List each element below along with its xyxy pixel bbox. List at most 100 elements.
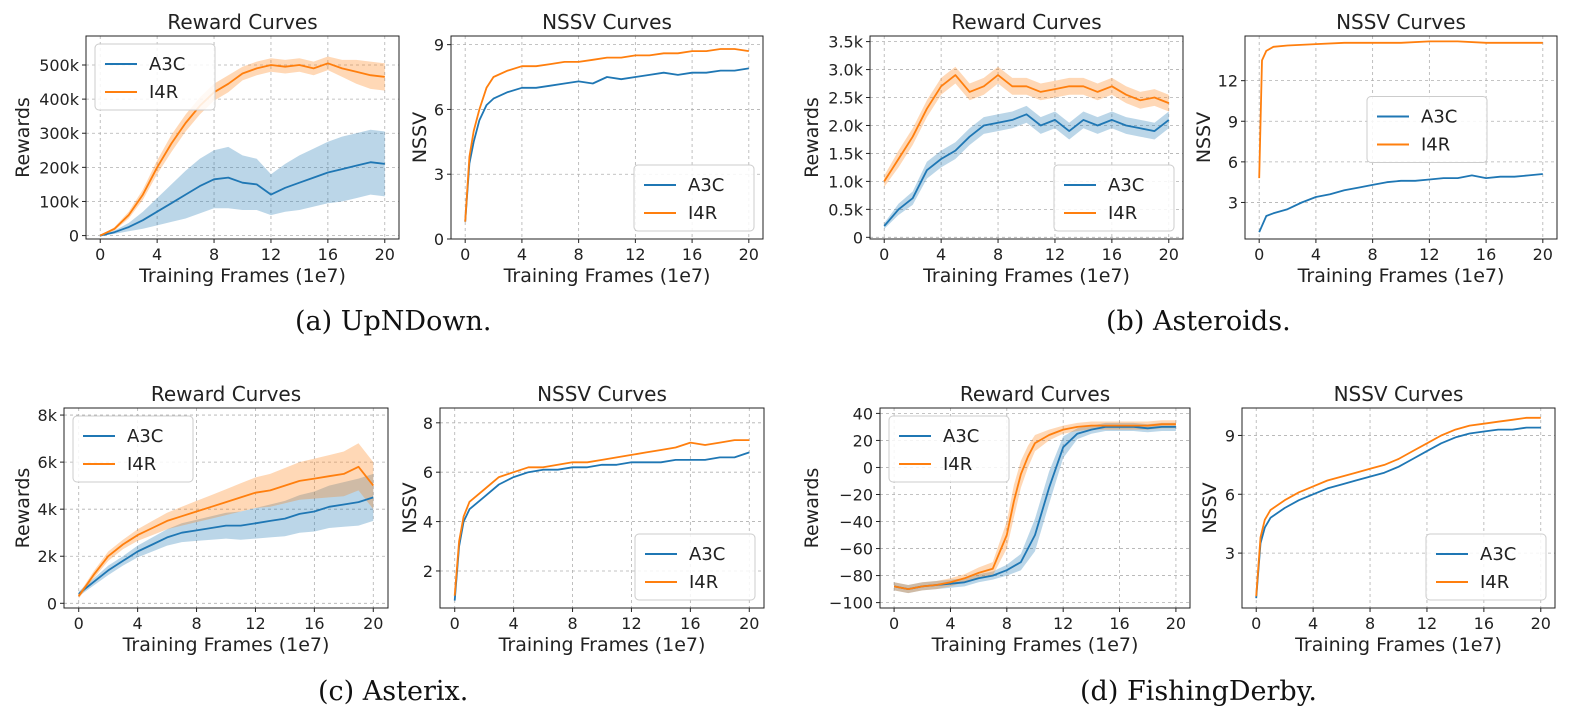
legend-label-a3c: A3C bbox=[943, 426, 979, 447]
caption-a: (a) UpNDown. bbox=[295, 306, 491, 337]
x-axis-label: Training Frames (1e7) bbox=[498, 634, 706, 656]
caption-c: (c) Asterix. bbox=[318, 676, 468, 707]
y-tick-label: 100k bbox=[39, 192, 80, 211]
y-tick-label: 1.5k bbox=[828, 144, 863, 163]
chart-title: Reward Curves bbox=[167, 10, 317, 34]
series-line-a3c bbox=[1258, 173, 1543, 233]
y-axis-label: NSSV bbox=[1193, 112, 1215, 163]
axes-frame bbox=[869, 35, 1184, 240]
x-tick-label: 20 bbox=[1159, 245, 1179, 264]
x-tick-label: 20 bbox=[1531, 614, 1551, 633]
chart-3: Reward Curves 0 4 8 12 16 20 0 0.5k 1.0k 1.5k 2.0k 2… bbox=[801, 10, 1184, 287]
y-tick-label: −40 bbox=[839, 513, 873, 532]
x-tick-label: 0 bbox=[95, 245, 105, 264]
caption-b: (b) Asteroids. bbox=[1106, 306, 1291, 337]
y-tick-label: 6k bbox=[38, 453, 58, 472]
x-tick-label: 8 bbox=[191, 614, 201, 633]
axes-frame bbox=[439, 407, 765, 609]
chart-title: NSSV Curves bbox=[537, 382, 667, 406]
legend-label-i4r: I4R bbox=[127, 454, 156, 475]
chart-2: NSSV Curves 0 4 8 12 16 20 0 3 6 9 Training Frames … bbox=[409, 10, 764, 287]
chart-7: Reward Curves 0 4 8 12 16 20 −100 −80 −60 −40 −20 0 2… bbox=[801, 382, 1191, 656]
y-tick-label: 3.5k bbox=[828, 33, 863, 52]
y-tick-label: 3.0k bbox=[828, 61, 863, 80]
legend-label-a3c: A3C bbox=[689, 544, 725, 565]
y-tick-label: 2.0k bbox=[828, 116, 863, 135]
x-tick-label: 12 bbox=[621, 614, 641, 633]
x-tick-label: 16 bbox=[1109, 614, 1129, 633]
y-tick-label: 9 bbox=[1228, 112, 1238, 131]
series-line-i4r bbox=[99, 62, 385, 237]
caption-text: FishingDerby. bbox=[1126, 676, 1317, 707]
x-tick-label: 20 bbox=[1533, 245, 1553, 264]
legend-box bbox=[888, 415, 1010, 483]
axes-frame bbox=[1244, 35, 1558, 240]
y-tick-label: 40 bbox=[853, 404, 873, 423]
y-tick-label: 8k bbox=[38, 406, 58, 425]
x-axis-label: Training Frames (1e7) bbox=[1297, 265, 1505, 287]
x-tick-label: 0 bbox=[889, 614, 899, 633]
plot-area bbox=[77, 443, 375, 599]
legend-box bbox=[72, 415, 194, 483]
x-tick-label: 8 bbox=[567, 614, 577, 633]
x-tick-label: 4 bbox=[936, 245, 946, 264]
x-tick-label: 16 bbox=[1102, 245, 1122, 264]
x-tick-label: 12 bbox=[625, 245, 645, 264]
series-line-i4r bbox=[464, 48, 749, 222]
x-tick-label: 8 bbox=[1365, 614, 1375, 633]
chart-8: NSSV Curves 0 4 8 12 16 20 3 6 9 Training Frames (… bbox=[1199, 382, 1556, 656]
y-tick-label: 0 bbox=[47, 594, 57, 613]
x-tick-label: 0 bbox=[460, 245, 470, 264]
y-tick-label: 0 bbox=[853, 228, 863, 247]
x-tick-label: 0 bbox=[1251, 614, 1261, 633]
series-line-a3c bbox=[1255, 426, 1541, 599]
caption-text: Asteroids. bbox=[1152, 306, 1291, 337]
x-axis-label: Training Frames (1e7) bbox=[922, 265, 1130, 287]
y-tick-label: 2.5k bbox=[828, 89, 863, 108]
y-tick-label: 0 bbox=[69, 227, 79, 246]
x-axis-label: Training Frames (1e7) bbox=[931, 634, 1139, 656]
chart-title: NSSV Curves bbox=[542, 10, 672, 34]
series-line-i4r bbox=[453, 439, 750, 596]
legend-label-i4r: I4R bbox=[1480, 572, 1509, 593]
x-tick-label: 12 bbox=[1045, 245, 1065, 264]
y-tick-label: 9 bbox=[1225, 426, 1235, 445]
x-tick-label: 0 bbox=[74, 614, 84, 633]
x-tick-label: 20 bbox=[739, 614, 759, 633]
plot-area bbox=[464, 48, 749, 222]
confidence-band-a3c bbox=[78, 473, 374, 597]
x-tick-label: 20 bbox=[1166, 614, 1186, 633]
y-tick-label: 6 bbox=[1225, 485, 1235, 504]
y-tick-label: 3 bbox=[434, 165, 444, 184]
series-line-a3c bbox=[464, 67, 749, 222]
x-tick-label: 12 bbox=[1419, 245, 1439, 264]
y-tick-label: 0.5k bbox=[828, 200, 863, 219]
x-tick-label: 12 bbox=[1417, 614, 1437, 633]
legend-label-i4r: I4R bbox=[689, 572, 718, 593]
legend-label-a3c: A3C bbox=[149, 54, 185, 75]
y-tick-label: 400k bbox=[39, 90, 80, 109]
series-line-i4r bbox=[77, 465, 375, 597]
chart-title: NSSV Curves bbox=[1334, 382, 1464, 406]
y-axis-label: Rewards bbox=[12, 97, 34, 178]
legend-label-a3c: A3C bbox=[1480, 544, 1516, 565]
y-tick-label: 2k bbox=[38, 547, 58, 566]
y-axis-label: Rewards bbox=[801, 468, 823, 549]
x-tick-label: 4 bbox=[152, 245, 162, 264]
y-tick-label: −60 bbox=[839, 540, 873, 559]
legend-label-i4r: I4R bbox=[688, 203, 717, 224]
y-tick-label: 200k bbox=[39, 158, 80, 177]
x-tick-label: 8 bbox=[574, 245, 584, 264]
y-tick-label: 3 bbox=[1228, 193, 1238, 212]
caption-label: (b) bbox=[1106, 306, 1145, 337]
x-tick-label: 16 bbox=[318, 245, 338, 264]
caption-label: (d) bbox=[1080, 676, 1119, 707]
x-tick-label: 8 bbox=[1002, 614, 1012, 633]
y-tick-label: 300k bbox=[39, 124, 80, 143]
legend-label-a3c: A3C bbox=[1108, 175, 1144, 196]
